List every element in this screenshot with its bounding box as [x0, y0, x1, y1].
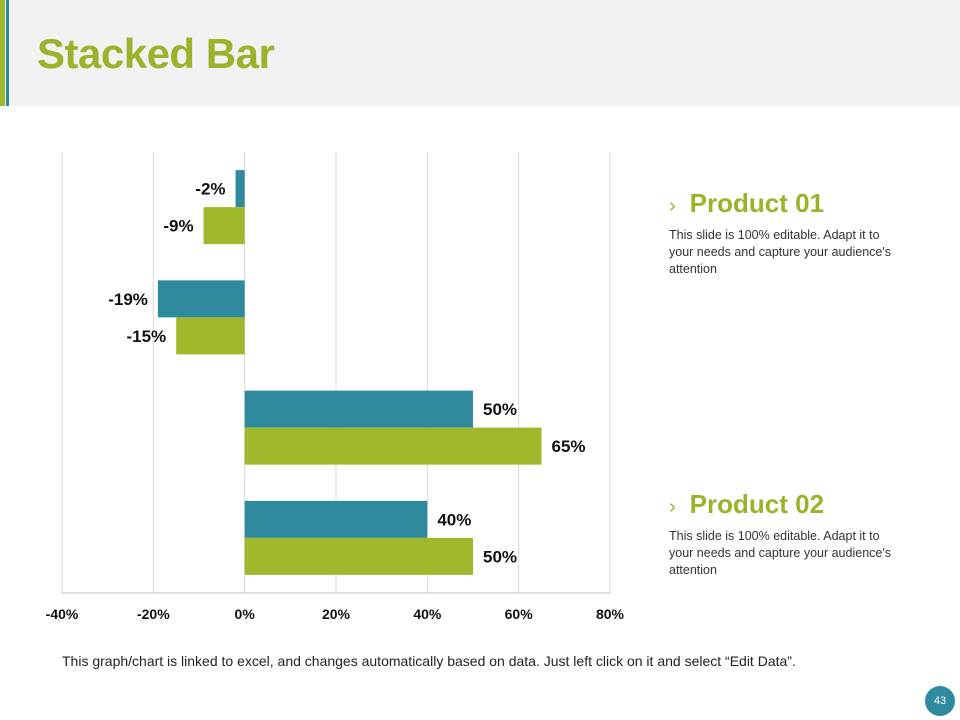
header-accent-blue — [6, 0, 9, 106]
bar-1-4 — [244, 500, 428, 538]
legend-product-01-description: This slide is 100% editable. Adapt it to… — [669, 228, 891, 276]
chevron-right-icon: › — [669, 496, 676, 518]
data-label-1-2: -19% — [108, 290, 148, 309]
x-tick-label-5: 60% — [505, 606, 534, 622]
bar-2-3 — [244, 427, 542, 465]
data-label-2-2: -15% — [126, 327, 166, 346]
data-label-2-1: -9% — [163, 217, 193, 236]
bar-2-1 — [203, 207, 245, 245]
page-title: Stacked Bar — [37, 30, 275, 77]
bar-1-1 — [235, 170, 245, 208]
chart-footnote: This graph/chart is linked to excel, and… — [62, 653, 796, 669]
x-tick-label-1: -20% — [137, 606, 170, 622]
page-number-badge: 43 — [925, 686, 955, 716]
legend-product-02-name: Product 02 — [689, 489, 825, 519]
legend-product-02: › Product 02 This slide is 100% editable… — [669, 489, 909, 579]
data-label-1-4: 40% — [437, 510, 471, 529]
x-tick-label-4: 40% — [413, 606, 442, 622]
bar-1-2 — [157, 280, 245, 318]
data-label-2-4: 50% — [483, 547, 517, 566]
x-tick-label-6: 80% — [596, 606, 625, 622]
bar-1-3 — [244, 390, 473, 428]
legend-product-01-name: Product 01 — [689, 188, 825, 218]
data-label-1-3: 50% — [483, 400, 517, 419]
header-bar: Stacked Bar — [0, 0, 960, 106]
bar-2-2 — [176, 317, 245, 355]
bar-2-4 — [244, 537, 473, 575]
legend-product-01: › Product 01 This slide is 100% editable… — [669, 188, 909, 278]
x-tick-label-2: 0% — [235, 606, 256, 622]
legend-product-02-description: This slide is 100% editable. Adapt it to… — [669, 529, 891, 577]
header-accent-green — [0, 0, 5, 106]
chevron-right-icon: › — [669, 195, 676, 217]
bar-chart[interactable]: -40% -20% 0% 20% 40% 60% 80% -2%-9% -19% -15% 50% 6… — [0, 0, 960, 640]
data-label-1-1: -2% — [195, 180, 225, 199]
data-label-2-3: 65% — [552, 437, 586, 456]
x-tick-label-0: -40% — [46, 606, 79, 622]
x-tick-label-3: 20% — [322, 606, 351, 622]
